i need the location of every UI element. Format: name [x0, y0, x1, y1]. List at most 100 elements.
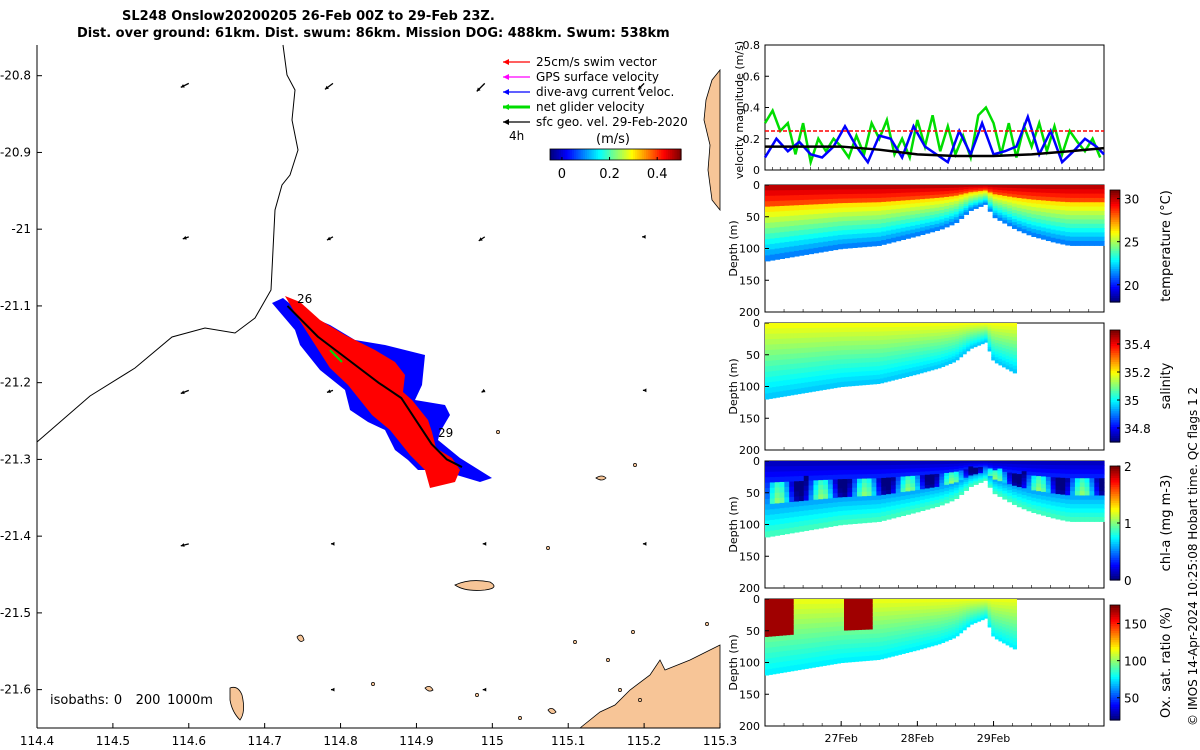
velocity-y-tick-label: 0.8 — [743, 39, 761, 52]
section-cell — [982, 197, 989, 200]
section-cell — [905, 342, 910, 347]
section-cell — [837, 189, 844, 195]
section-cell — [829, 636, 834, 642]
section-colorbar-cell — [1110, 616, 1120, 620]
section-cell — [1041, 208, 1047, 213]
section-cell — [937, 345, 942, 350]
section-cell — [772, 355, 777, 361]
section-cell — [978, 471, 984, 474]
sfc-geo-arrowhead — [642, 541, 647, 546]
section-cell — [937, 323, 942, 327]
section-cell — [905, 610, 910, 615]
section-cell — [912, 613, 917, 619]
colorbar-cell — [665, 149, 669, 160]
section-cell — [804, 367, 809, 374]
section-cell — [881, 461, 887, 466]
section-cell — [779, 226, 785, 233]
section-cell — [910, 461, 916, 466]
section-cell — [987, 470, 994, 473]
section-cell — [900, 480, 907, 485]
section-cell — [798, 516, 805, 522]
section-cell — [866, 513, 873, 519]
section-cell — [1007, 216, 1013, 221]
section-cell — [836, 653, 842, 659]
section-cell — [881, 515, 887, 521]
section-cell — [937, 599, 942, 603]
section-cell — [944, 493, 950, 498]
section-cell — [923, 329, 928, 335]
section-cell — [940, 633, 946, 637]
section-cell — [944, 325, 949, 330]
section-cell — [1089, 473, 1095, 479]
section-cell — [1012, 358, 1017, 363]
section-cell — [1070, 223, 1076, 229]
section-cell — [905, 621, 910, 627]
section-cell — [895, 472, 902, 478]
section-cell — [980, 601, 985, 605]
section-cell — [823, 246, 829, 252]
section-cell — [1031, 229, 1037, 234]
section-cell — [978, 467, 984, 470]
section-cell — [915, 355, 921, 360]
section-cell — [1041, 235, 1047, 240]
section-cell — [890, 331, 895, 336]
section-cell — [1002, 611, 1007, 616]
section-colorbar-label: Ox. sat. ratio (%) — [1159, 607, 1174, 718]
section-cell — [940, 347, 946, 352]
section-cell — [881, 189, 887, 195]
section-cell — [808, 623, 813, 630]
section-cell — [872, 370, 877, 376]
section-cell — [794, 511, 800, 518]
section-cell — [858, 638, 863, 644]
section-colorbar-cell — [1110, 570, 1120, 574]
section-cell — [847, 225, 853, 231]
section-cell — [871, 224, 877, 230]
section-cell — [912, 628, 917, 633]
section-cell — [926, 639, 931, 644]
section-cell — [929, 205, 936, 209]
section-cell — [991, 344, 996, 348]
section-cell — [934, 486, 940, 491]
section-cell — [1074, 215, 1081, 221]
section-cell — [772, 668, 777, 675]
section-cell — [991, 606, 996, 611]
section-cell — [804, 352, 809, 359]
section-cell — [1012, 333, 1017, 338]
section-cell — [1050, 197, 1057, 202]
section-cell — [968, 470, 974, 473]
section-cell — [857, 238, 863, 244]
section-cell — [879, 624, 885, 630]
section-cell — [1065, 232, 1071, 237]
section-cell — [861, 607, 867, 613]
section-cell — [836, 364, 842, 370]
section-cell — [803, 189, 810, 196]
section-cell — [768, 658, 773, 665]
section-cell — [897, 326, 903, 332]
section-cell — [858, 367, 863, 373]
section-cell — [832, 479, 839, 485]
section-cell — [869, 651, 874, 657]
section-cell — [1089, 508, 1095, 514]
section-cell — [1026, 475, 1032, 480]
section-cell — [1005, 355, 1010, 360]
net-glider-mark — [329, 349, 343, 363]
section-cell — [786, 364, 791, 371]
section-cell — [1009, 346, 1014, 351]
section-colorbar-cell — [1110, 377, 1120, 380]
section-cell — [813, 470, 819, 477]
section-cell — [953, 219, 960, 223]
section-cell — [933, 336, 938, 340]
colorbar-cell — [578, 149, 582, 160]
section-cell — [774, 503, 781, 510]
section-cell — [858, 376, 863, 382]
section-cell — [881, 210, 887, 216]
section-cell — [992, 465, 999, 469]
section-cell — [847, 376, 852, 382]
section-cell — [905, 364, 910, 370]
section-cell — [879, 369, 885, 375]
section-cell — [844, 603, 849, 609]
section-cell — [919, 606, 924, 611]
section-cell — [784, 185, 790, 191]
section-cell — [929, 494, 936, 499]
section-cell — [1084, 185, 1091, 190]
